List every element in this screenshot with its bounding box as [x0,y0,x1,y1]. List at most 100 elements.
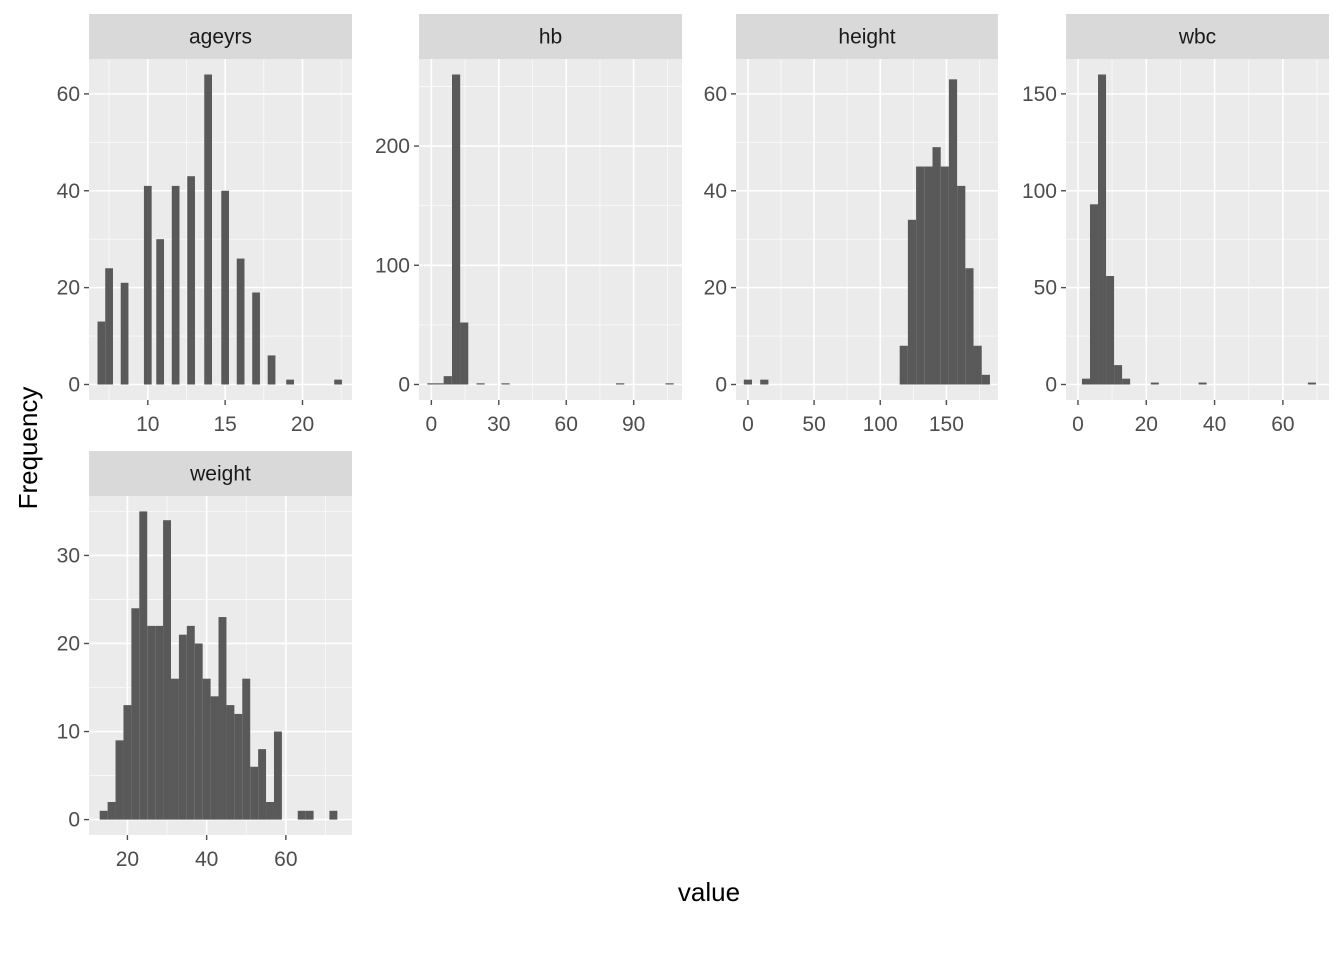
histogram-bar [501,383,510,385]
histogram-bar [267,355,276,385]
histogram-bar [139,511,148,820]
histogram-bar [957,185,966,385]
histogram-bar [1081,378,1090,385]
y-tick-label: 0 [68,809,80,832]
histogram-bar [107,801,116,820]
histogram-bar [760,379,769,385]
facet-height: height 0 20 40 60 0 50 100 150 [704,14,998,436]
y-tick-label: 60 [704,83,727,106]
histogram-bar [105,268,113,385]
x-tick-label: 30 [487,413,510,436]
histogram-bar [210,696,219,820]
histogram-bar [147,625,156,820]
facet-strip-label-height: height [838,26,895,49]
histogram-bar [973,345,982,385]
histogram-bar [665,383,674,385]
x-tick-label: 10 [136,413,159,436]
histogram-bar [202,678,211,820]
histogram-bar [226,705,235,820]
histogram-bar [163,520,171,820]
histogram-bar [266,801,274,820]
histogram-bar [194,643,203,820]
y-tick-label: 20 [704,277,727,300]
y-tick-label: 0 [715,374,727,397]
y-tick-label: 150 [1022,83,1057,106]
histogram-bar [143,185,152,385]
histogram-bar [273,731,282,820]
x-tick-label: 0 [1072,413,1084,436]
histogram-bar [1114,365,1123,385]
y-tick-label: 10 [57,721,80,744]
x-tick-label: 20 [116,848,139,871]
histogram-bar [155,625,164,820]
facet-strip-wbc [1066,14,1329,59]
y-tick-label: 0 [398,374,410,397]
histogram-bar [204,74,212,385]
histogram-bar [115,740,124,820]
histogram-bar [97,321,106,385]
histogram-bar [460,322,469,385]
histogram-bar [258,749,267,820]
histogram-bar [427,383,436,385]
x-tick-label: 0 [742,413,754,436]
histogram-bar [250,766,259,820]
histogram-bar [616,383,625,385]
y-tick-label: 40 [57,180,80,203]
facet-strip-label-weight: weight [189,463,251,486]
y-tick-label: 0 [68,374,80,397]
x-tick-label: 60 [274,848,297,871]
histogram-bar [916,166,925,385]
histogram-bar [329,810,338,820]
x-tick-label: 90 [622,413,645,436]
histogram-bar [435,383,444,385]
histogram-bar [131,608,140,820]
facet-hb: hb 0 100 200 0 30 60 90 [375,14,682,436]
histogram-bar [120,282,129,385]
x-tick-label: 150 [929,413,964,436]
facet-strip-height [736,14,998,59]
histogram-bar [178,634,187,820]
histogram-bar [451,74,461,385]
facet-strip-label-hb: hb [539,26,562,49]
y-axis-title: Frequency [13,387,43,510]
y-tick-label: 100 [375,254,410,277]
x-tick-label: 40 [1203,413,1226,436]
y-tick-label: 30 [57,544,80,567]
x-tick-label: 60 [1271,413,1294,436]
x-tick-label: 15 [213,413,236,436]
histogram-bar [932,147,941,385]
histogram-bar [1106,276,1115,385]
x-tick-label: 0 [426,413,438,436]
x-tick-label: 20 [291,413,314,436]
histogram-bar [1150,382,1159,385]
histogram-bar [99,810,108,820]
histogram-bar [334,379,342,385]
histogram-bar [171,185,180,385]
histogram-bar [234,713,243,820]
histogram-bar [1198,382,1207,385]
y-tick-label: 50 [1034,277,1057,300]
x-tick-label: 40 [195,848,218,871]
y-tick-label: 100 [1022,180,1057,203]
y-tick-label: 200 [375,135,410,158]
x-tick-label: 100 [863,413,898,436]
x-tick-label: 20 [1135,413,1158,436]
facet-strip-weight [89,451,352,496]
facet-strip-label-wbc: wbc [1178,26,1216,49]
histogram-bar [1089,204,1099,385]
histogram-bar [252,292,260,385]
histogram-bar [1098,74,1107,385]
y-tick-label: 20 [57,632,80,655]
histogram-bar [907,219,917,385]
x-tick-label: 60 [555,413,578,436]
histogram-bar [965,268,974,385]
facet-strip-hb [419,14,682,59]
y-tick-label: 20 [57,277,80,300]
histogram-bar [221,190,230,385]
histogram-bar [899,345,908,385]
histogram-bar [305,810,314,820]
histogram-bar [924,166,933,385]
facet-strip-ageyrs [89,14,352,59]
